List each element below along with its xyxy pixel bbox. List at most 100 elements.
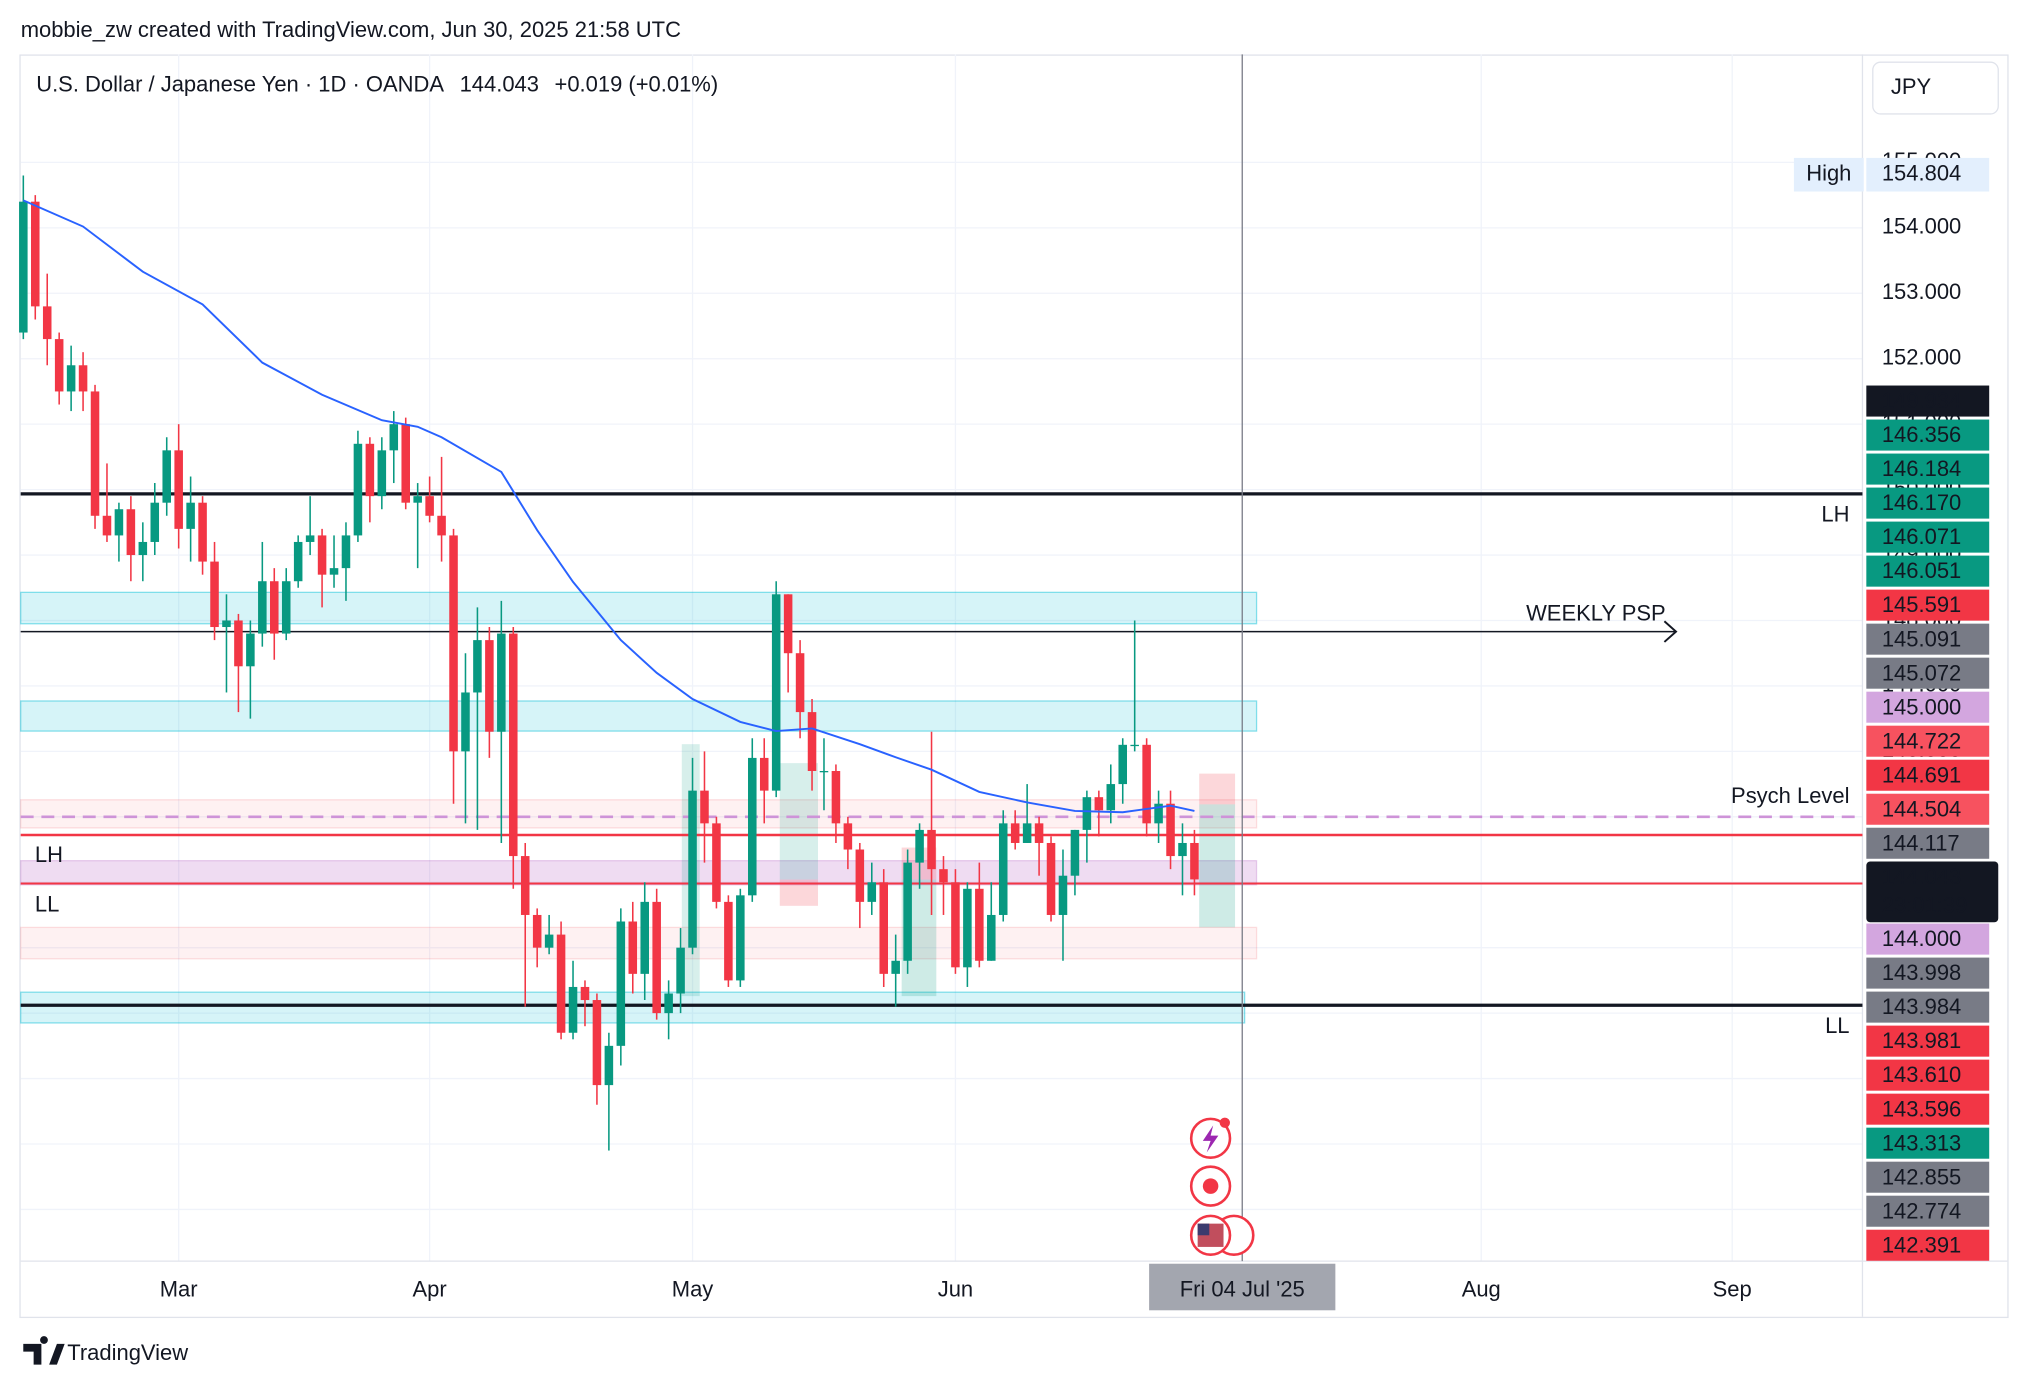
candle-body xyxy=(1142,744,1151,824)
candle-body xyxy=(509,633,518,857)
currency[interactable]: JPY xyxy=(1891,74,1932,99)
x-tick-label: May xyxy=(672,1277,714,1302)
price-badge-label: 143.998 xyxy=(1882,960,1961,985)
moving-average xyxy=(22,199,1195,814)
price-badge xyxy=(1866,623,1990,655)
price-badge-label: 144.000 xyxy=(1882,926,1961,951)
price-badge xyxy=(1866,453,1990,485)
candle-body xyxy=(807,712,817,771)
candle-body xyxy=(365,443,375,497)
price-badge xyxy=(1866,1229,1990,1261)
price-badge-label: 142.774 xyxy=(1882,1198,1961,1223)
candle-body xyxy=(915,829,924,863)
currency-button[interactable] xyxy=(1872,61,1999,115)
candle-body xyxy=(293,541,303,582)
candle-body xyxy=(676,947,685,994)
level-label: LH xyxy=(1821,502,1849,527)
candle-body xyxy=(1118,744,1128,785)
event-dot xyxy=(1219,1117,1230,1128)
price-badge-label: 145.000 xyxy=(1882,694,1961,719)
position-box xyxy=(1199,804,1236,928)
candle-body xyxy=(1190,842,1199,880)
candle-body xyxy=(42,306,52,340)
price-badge-label: 146.170 xyxy=(1882,490,1961,515)
brand-logo xyxy=(23,1336,65,1365)
candle-body xyxy=(556,934,566,1033)
price-badge xyxy=(1866,691,1990,723)
plot: LH LL WEEKLY PSP Psych Level LH LL Mar Apr May Ju… xyxy=(19,54,2008,1317)
candle-body xyxy=(939,869,948,883)
candle-body xyxy=(270,581,279,634)
level-label: WEEKLY PSP xyxy=(1526,601,1666,626)
candle-body xyxy=(1154,803,1163,824)
candle-body xyxy=(222,620,231,628)
range-high-box xyxy=(1866,157,1990,192)
candle-body xyxy=(963,888,972,968)
price-badge xyxy=(1866,1127,1990,1159)
candle-body xyxy=(258,581,267,634)
candle-body xyxy=(795,653,805,713)
candle-body xyxy=(162,450,171,503)
candle-body xyxy=(329,568,339,575)
x-tick-label: Mar xyxy=(160,1277,198,1302)
candle-body xyxy=(449,535,458,752)
price-badge-label: 146.071 xyxy=(1882,524,1961,549)
candle-body xyxy=(150,502,160,542)
candle-body xyxy=(54,339,64,392)
candle-body xyxy=(126,509,136,556)
candle-body xyxy=(951,882,960,968)
price-badge-label: 143.984 xyxy=(1882,994,1961,1019)
chart-frame xyxy=(19,54,2009,1319)
candle-body xyxy=(867,882,877,902)
candle-body xyxy=(712,823,721,902)
crosshair-date: Fri 04 Jul '25 xyxy=(1180,1277,1305,1302)
price-badge xyxy=(1866,793,1990,825)
price-badge-label: 146.356 xyxy=(1882,422,1961,447)
candle-body xyxy=(473,640,482,693)
price-badge xyxy=(1866,923,1990,955)
level-label: LL xyxy=(35,891,59,916)
candle-body xyxy=(843,823,853,850)
price-badge-label: 145.591 xyxy=(1882,592,1961,617)
candle-body xyxy=(819,770,829,773)
candle-body xyxy=(1082,797,1092,830)
price-badge xyxy=(1866,1195,1990,1227)
range-high-label: High xyxy=(1806,161,1851,186)
price-badge-label: 142.391 xyxy=(1882,1232,1961,1257)
candle-body xyxy=(771,594,781,791)
candle-body xyxy=(210,561,219,628)
symbol-line: U.S. Dollar / Japanese Yen · 1D · OANDA 1… xyxy=(36,71,718,96)
candle-body xyxy=(580,986,590,1001)
candle-body xyxy=(1010,823,1020,843)
price-badge xyxy=(1866,521,1990,553)
candle-body xyxy=(544,934,554,948)
level-label: LH xyxy=(35,842,63,867)
price-badge-label: 142.855 xyxy=(1882,1164,1961,1189)
candle-body xyxy=(532,914,542,948)
candle-body xyxy=(497,633,506,732)
y-tick-label: 153.000 xyxy=(1882,279,1961,304)
candle-body xyxy=(246,633,255,667)
candle-body xyxy=(724,901,733,981)
range-high-tag xyxy=(1793,157,1864,192)
candle-body xyxy=(174,450,183,529)
flag-glyph xyxy=(1197,1223,1210,1236)
level-label: LL xyxy=(1825,1013,1849,1038)
candle-body xyxy=(305,535,315,542)
candle-body xyxy=(485,640,494,732)
price-change: +0.019 (+0.01%) xyxy=(555,71,719,96)
price-badge xyxy=(1866,487,1990,519)
candle-body xyxy=(353,443,363,536)
candle-body xyxy=(341,535,351,569)
price-badge xyxy=(1866,385,1990,417)
price-badge-label: 143.313 xyxy=(1882,1130,1961,1155)
candle-body xyxy=(664,993,673,1014)
price-badge xyxy=(1866,1025,1990,1057)
x-tick-label: Sep xyxy=(1713,1277,1752,1302)
event-icons xyxy=(1189,1117,1255,1256)
candle-body xyxy=(138,541,148,556)
price-badge-label: 144.117 xyxy=(1882,830,1960,855)
candle-body xyxy=(700,790,709,824)
